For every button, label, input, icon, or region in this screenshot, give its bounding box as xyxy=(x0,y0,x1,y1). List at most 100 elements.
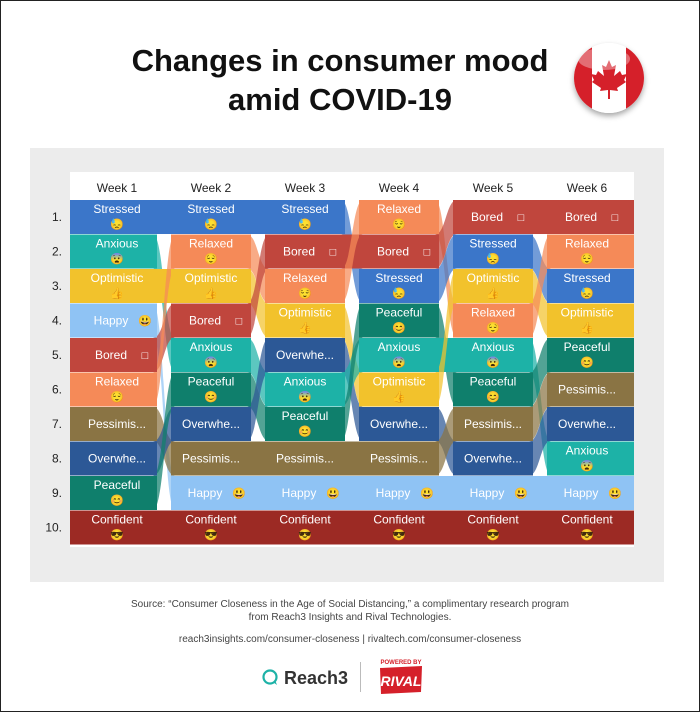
mood-label: Pessimis... xyxy=(88,417,146,431)
mood-ranking-chart: Week 1 Week 2 Week 3 Week 4 Week 5 Week 6 1. 2.… xyxy=(45,172,634,547)
mood-block xyxy=(265,407,345,441)
mood-label: Optimistic xyxy=(467,271,520,285)
mood-emoji-icon: 😌 xyxy=(392,218,406,231)
ribbon-link xyxy=(247,476,269,510)
week-header: Week 4 xyxy=(379,181,420,195)
page-title-line-1: Changes in consumer mood xyxy=(131,43,549,78)
ribbon-link xyxy=(247,269,269,338)
ribbon-link xyxy=(247,200,269,234)
mood-block xyxy=(70,372,157,407)
mood-label: Pessimis... xyxy=(182,452,240,466)
week-header: Week 3 xyxy=(285,181,326,195)
mood-block xyxy=(547,269,634,303)
mood-label: Pessimis... xyxy=(276,452,334,466)
mood-emoji-icon: 👍 xyxy=(580,322,594,335)
mood-label: Stressed xyxy=(93,202,140,216)
mood-block xyxy=(453,338,533,372)
mood-label: Confident xyxy=(373,513,425,527)
rank-label: 5. xyxy=(52,348,62,362)
reach3-chat-icon xyxy=(262,669,278,685)
ribbon-link xyxy=(247,372,269,441)
mood-emoji-icon: 😎 xyxy=(580,529,594,542)
mood-label: Overwhe... xyxy=(182,417,240,431)
ribbon-link xyxy=(529,372,551,441)
mood-label: Bored xyxy=(95,348,127,362)
mood-block xyxy=(265,510,345,545)
rank-label: 1. xyxy=(52,210,62,224)
mood-block xyxy=(265,372,345,407)
week-header: Week 2 xyxy=(191,181,232,195)
mood-label: Stressed xyxy=(187,202,234,216)
ribbon-link xyxy=(435,200,457,269)
mood-label: Bored xyxy=(377,245,409,259)
mood-block xyxy=(453,372,533,407)
mood-emoji-icon: 😃 xyxy=(514,487,528,500)
mood-emoji-icon: 😊 xyxy=(110,494,124,507)
mood-block xyxy=(171,338,251,372)
mood-emoji-icon: 😊 xyxy=(298,425,312,438)
ribbon-link xyxy=(529,510,551,545)
mood-emoji-icon: 😨 xyxy=(204,356,218,369)
mood-block xyxy=(453,510,533,545)
mood-label: Anxious xyxy=(472,340,515,354)
mood-block xyxy=(171,476,251,510)
ribbon-link xyxy=(341,476,363,510)
mood-block xyxy=(359,510,439,545)
rank-label: 8. xyxy=(52,452,62,466)
source-line-2: from Reach3 Insights and Rival Technolog… xyxy=(248,612,452,623)
ribbon-link xyxy=(529,407,551,476)
mood-emoji-icon: 😊 xyxy=(580,356,594,369)
mood-label: Peaceful xyxy=(188,375,235,389)
mood-block xyxy=(70,338,157,372)
mood-label: Stressed xyxy=(563,271,610,285)
mood-block xyxy=(359,476,439,510)
ribbon-link xyxy=(247,441,269,476)
mood-label: Stressed xyxy=(375,271,422,285)
ribbon-link xyxy=(529,476,551,510)
rank-label: 4. xyxy=(52,314,62,328)
ribbon-link xyxy=(247,338,269,441)
mood-emoji-icon: 👍 xyxy=(486,287,500,300)
ribbon-link xyxy=(435,510,457,545)
mood-label: Stressed xyxy=(281,202,328,216)
mood-block xyxy=(359,372,439,407)
mood-emoji-icon: 😨 xyxy=(486,356,500,369)
mood-emoji-icon: 👍 xyxy=(298,322,312,335)
mood-label: Relaxed xyxy=(565,237,609,251)
reach3-wordmark: Reach3 xyxy=(284,667,349,688)
mood-block xyxy=(359,441,439,476)
ribbons xyxy=(153,200,551,545)
mood-label: Pessimis... xyxy=(558,383,616,397)
mood-label: Anxious xyxy=(96,237,139,251)
mood-label: Confident xyxy=(185,513,237,527)
mood-label: Overwhe... xyxy=(558,417,616,431)
mood-emoji-icon: 😊 xyxy=(392,322,406,335)
source-line-1: Source: “Consumer Closeness in the Age o… xyxy=(131,599,569,610)
canada-flag-icon xyxy=(574,43,644,113)
mood-block xyxy=(70,441,157,476)
mood-label: Happy xyxy=(470,486,505,500)
ribbon-link xyxy=(435,407,457,476)
week-header: Week 1 xyxy=(97,181,138,195)
mood-block xyxy=(453,407,533,441)
mood-block xyxy=(547,234,634,269)
mood-block xyxy=(70,234,157,269)
mood-block xyxy=(453,269,533,303)
mood-block xyxy=(171,269,251,303)
mood-block xyxy=(453,441,533,476)
mood-label: Overwhe... xyxy=(464,452,522,466)
mood-emoji-icon: 😓 xyxy=(486,253,500,266)
mood-emoji-icon: 😃 xyxy=(138,315,152,328)
mood-emoji-icon: □ xyxy=(612,212,619,224)
mood-block xyxy=(359,269,439,303)
mood-emoji-icon: □ xyxy=(518,212,525,224)
mood-label: Happy xyxy=(282,486,317,500)
mood-emoji-icon: 👍 xyxy=(110,287,124,300)
mood-emoji-icon: 😓 xyxy=(110,218,124,231)
ribbon-link xyxy=(153,234,175,407)
mood-label: Confident xyxy=(467,513,519,527)
mood-emoji-icon: □ xyxy=(236,316,243,328)
rank-label: 7. xyxy=(52,417,62,431)
mood-block xyxy=(70,510,157,545)
mood-block xyxy=(265,338,345,372)
